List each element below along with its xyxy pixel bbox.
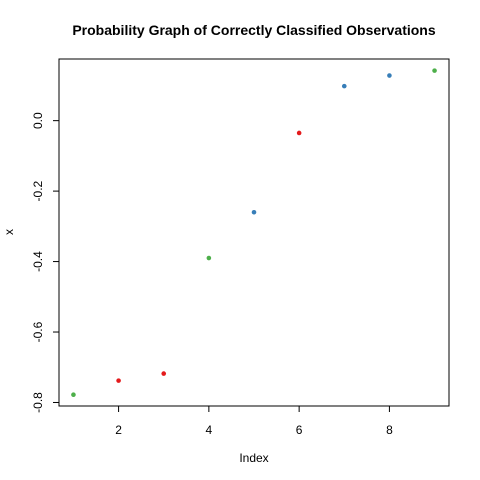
y-tick-label: 0.0 [31, 112, 45, 129]
plot-area [58, 58, 450, 407]
x-axis-label: Index [239, 451, 268, 465]
data-point [432, 68, 437, 73]
data-point [341, 83, 347, 89]
data-point [206, 255, 212, 261]
data-point [387, 73, 392, 78]
x-tick-label: 8 [386, 423, 393, 437]
x-tick-label: 6 [296, 423, 303, 437]
x-tick-label: 4 [206, 423, 213, 437]
data-points [71, 68, 437, 398]
chart-title: Probability Graph of Correctly Classifie… [72, 22, 436, 38]
x-axis: 2 4 6 8 [115, 405, 393, 437]
y-tick-label: -0.6 [31, 321, 45, 342]
y-tick-label: -0.8 [31, 392, 45, 413]
y-tick-label: -0.2 [31, 180, 45, 201]
data-point [71, 392, 76, 398]
data-point [161, 371, 167, 376]
data-point [251, 209, 257, 215]
y-tick-label: -0.4 [31, 251, 45, 272]
y-axis-label: x [2, 229, 16, 235]
x-tick-label: 2 [115, 423, 122, 437]
y-axis: -0.8 -0.6 -0.4 -0.2 0.0 [31, 112, 60, 413]
data-point [296, 130, 302, 136]
data-point [116, 378, 121, 383]
